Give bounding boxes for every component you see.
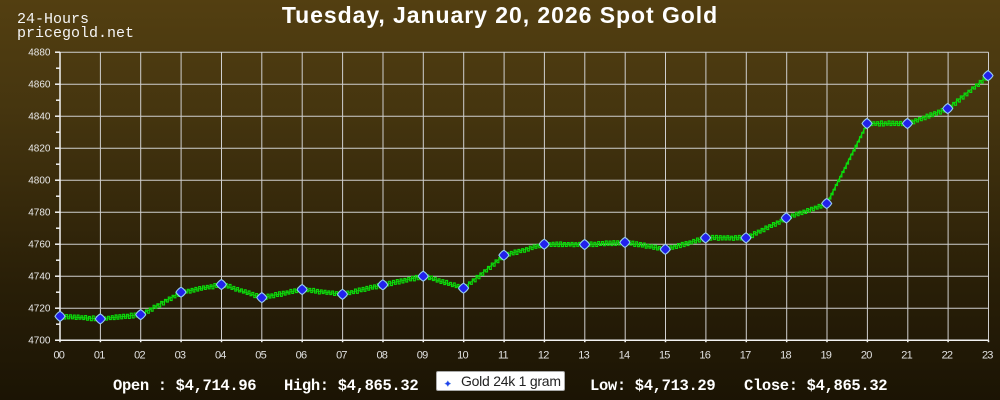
svg-text:03: 03 [175,350,186,362]
svg-text:11: 11 [498,350,509,362]
svg-text:04: 04 [215,350,226,362]
svg-text:4880: 4880 [28,48,51,59]
svg-text:4820: 4820 [28,144,51,155]
svg-text:05: 05 [255,350,266,362]
svg-text:00: 00 [53,350,64,362]
svg-text:10: 10 [457,350,468,362]
svg-text:20: 20 [861,350,872,362]
svg-text:4800: 4800 [28,176,51,187]
svg-text:06: 06 [296,350,307,362]
svg-text:19: 19 [820,350,831,362]
svg-text:09: 09 [417,350,428,362]
svg-text:01: 01 [94,350,105,362]
svg-text:17: 17 [740,350,751,362]
svg-text:22: 22 [942,350,953,362]
svg-text:4780: 4780 [28,208,51,219]
svg-text:21: 21 [901,350,912,362]
svg-text:02: 02 [134,350,145,362]
svg-text:4740: 4740 [28,272,51,283]
svg-text:16: 16 [699,350,710,362]
svg-text:12: 12 [538,350,549,362]
svg-text:4720: 4720 [28,304,51,315]
svg-text:4860: 4860 [28,80,51,91]
svg-text:4840: 4840 [28,112,51,123]
svg-text:4700: 4700 [28,336,51,347]
svg-text:07: 07 [336,350,347,362]
svg-text:23: 23 [982,350,993,362]
svg-text:08: 08 [376,350,387,362]
svg-text:15: 15 [659,350,670,362]
svg-text:4760: 4760 [28,240,51,251]
svg-text:14: 14 [619,350,630,362]
svg-text:13: 13 [578,350,589,362]
svg-text:18: 18 [780,350,791,362]
